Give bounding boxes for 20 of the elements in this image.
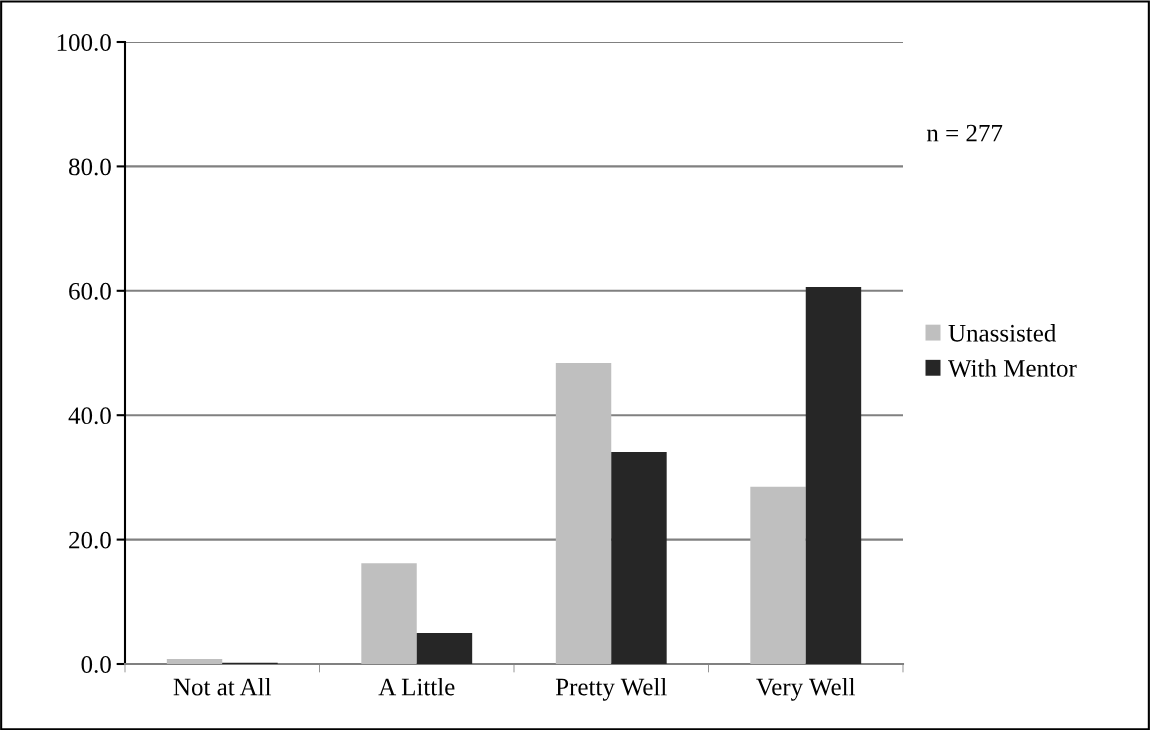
y-tick-label: 100.0 xyxy=(57,34,111,52)
text: n = 277 xyxy=(926,124,1003,142)
y-tick-label: 20.0 xyxy=(69,531,111,549)
legend-label: Unassisted xyxy=(948,324,1057,342)
bar xyxy=(416,632,473,664)
bar xyxy=(805,287,862,664)
y-tick-label: 60.0 xyxy=(69,282,111,300)
bar xyxy=(361,563,417,664)
x-tick-label: Very Well xyxy=(756,677,856,701)
y-tick-label: 40.0 xyxy=(68,407,111,425)
x-tick-label: Not at All xyxy=(173,677,272,696)
bar xyxy=(166,659,223,664)
x-tick-label: Pretty Well xyxy=(555,677,667,701)
bar xyxy=(611,451,667,664)
y-tick-label: 0.0 xyxy=(81,656,111,674)
legend-label: With Mentor xyxy=(948,359,1077,377)
y-tick-label: 80.0 xyxy=(69,158,111,176)
bar xyxy=(555,362,612,664)
bar xyxy=(750,486,806,664)
x-tick-label: A Little xyxy=(378,677,455,696)
